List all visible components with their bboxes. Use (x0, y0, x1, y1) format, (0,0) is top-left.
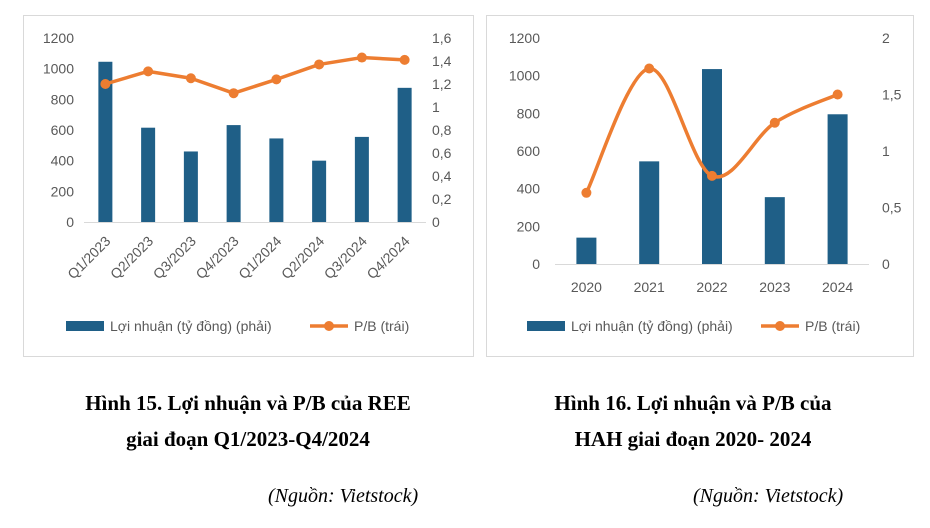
chart-hah-svg: 0 200 400 600 800 1000 1200 0 0,5 1 1,5 2 2020 2021 20… (509, 30, 902, 334)
pb-point (100, 79, 111, 89)
caption-subtitle: HAH giai đoạn 2020- 2024 (574, 427, 812, 451)
pb-point (143, 66, 154, 77)
x-category-label: Q3/2023 (150, 233, 199, 282)
bar (639, 161, 660, 264)
pb-point (581, 187, 592, 198)
x-category-label: Q4/2023 (192, 233, 241, 282)
bar (226, 125, 241, 222)
x-category-label: 2020 (571, 279, 602, 295)
caption-title: Hình 16. Lợi nhuận và P/B của (554, 391, 832, 415)
bar (764, 197, 785, 264)
y-right-tick-label: 0 (432, 214, 440, 230)
pb-point (832, 89, 843, 100)
y-left-tick-label: 1200 (509, 30, 540, 46)
x-category-label: Q2/2024 (278, 233, 327, 282)
y-right-tick-label: 0,2 (432, 191, 452, 207)
x-category-label: Q2/2023 (107, 233, 156, 282)
bar (98, 61, 113, 223)
x-category-label: Q1/2024 (235, 233, 284, 282)
chart-ree: 0 200 400 600 800 1000 1200 0 0,2 0,4 0,6 0,8 1 1,2 1,… (23, 15, 474, 357)
figure-caption-16: Hình 16. Lợi nhuận và P/B của HAH giai đ… (458, 385, 928, 457)
pb-point (356, 52, 367, 63)
bar (183, 151, 198, 222)
legend-bar-label: Lợi nhuận (tỷ đồng) (phải) (571, 318, 733, 334)
bar (827, 114, 848, 265)
legend-line-marker (324, 321, 334, 331)
caption-title: Hình 15. Lợi nhuận và P/B của REE (85, 391, 411, 415)
bar (141, 127, 156, 222)
y-right-tick-label: 1 (432, 99, 440, 115)
legend-line-marker (775, 321, 785, 331)
source-note: (Nguồn: Vietstock) (268, 485, 419, 507)
y-left-tick-label: 800 (51, 91, 75, 107)
bar (354, 136, 369, 222)
y-left-tick-label: 200 (517, 218, 541, 234)
x-category-label: 2021 (634, 279, 665, 295)
y-left-tick-label: 600 (51, 122, 75, 138)
bar (576, 237, 597, 264)
legend-bar-swatch (527, 321, 565, 331)
bar (702, 69, 722, 264)
y-right-tick-label: 1,4 (432, 53, 452, 69)
x-category-label: Q4/2024 (363, 233, 412, 282)
legend-line-label: P/B (trái) (805, 318, 860, 334)
y-right-tick-label: 0,8 (432, 122, 452, 138)
y-left-tick-label: 1000 (509, 68, 540, 84)
y-right-tick-label: 1 (882, 143, 890, 159)
legend-bar-swatch (66, 321, 104, 331)
bar (269, 138, 284, 222)
y-left-tick-label: 0 (532, 256, 540, 272)
source-note: (Nguồn: Vietstock) (693, 485, 844, 507)
x-category-label: 2024 (822, 279, 853, 295)
pb-point (228, 88, 239, 99)
y-left-tick-label: 800 (517, 105, 541, 121)
figure-caption-15: Hình 15. Lợi nhuận và P/B của REE giai đ… (8, 385, 488, 457)
y-left-tick-label: 400 (517, 181, 541, 197)
y-right-tick-label: 0 (882, 256, 890, 272)
y-right-tick-label: 0,4 (432, 168, 452, 184)
legend-bar-label: Lợi nhuận (tỷ đồng) (phải) (110, 318, 272, 334)
y-left-tick-label: 600 (517, 143, 541, 159)
bar (397, 87, 412, 222)
pb-line (584, 66, 839, 194)
x-category-label: Q1/2023 (64, 233, 113, 282)
y-right-tick-label: 1,2 (432, 76, 452, 92)
y-left-tick-label: 400 (51, 153, 75, 169)
legend-line-label: P/B (trái) (354, 318, 409, 334)
bar (312, 160, 327, 222)
pb-point (185, 73, 196, 84)
x-category-label: 2023 (759, 279, 790, 295)
chart-hah: 0 200 400 600 800 1000 1200 0 0,5 1 1,5 2 2020 2021 20… (486, 15, 914, 357)
y-left-tick-label: 0 (66, 214, 74, 230)
pb-line (104, 55, 405, 95)
chart-ree-svg: 0 200 400 600 800 1000 1200 0 0,2 0,4 0,6 0,8 1 1,2 1,… (43, 30, 452, 334)
y-right-tick-label: 0,6 (432, 145, 452, 161)
y-right-tick-label: 2 (882, 30, 890, 46)
y-left-tick-label: 1000 (43, 61, 74, 77)
pb-point (314, 59, 325, 70)
pb-point (644, 63, 655, 74)
pb-point (769, 117, 780, 128)
pb-point (399, 54, 410, 65)
x-category-label: Q3/2024 (321, 233, 370, 282)
caption-subtitle: giai đoạn Q1/2023-Q4/2024 (126, 427, 370, 451)
y-left-tick-label: 200 (51, 183, 75, 199)
y-right-tick-label: 1,6 (432, 30, 452, 46)
y-right-tick-label: 0,5 (882, 200, 902, 216)
pb-point (707, 170, 717, 181)
x-category-label: 2022 (696, 279, 727, 295)
y-right-tick-label: 1,5 (882, 87, 902, 103)
pb-point (271, 74, 282, 85)
y-left-tick-label: 1200 (43, 30, 74, 46)
